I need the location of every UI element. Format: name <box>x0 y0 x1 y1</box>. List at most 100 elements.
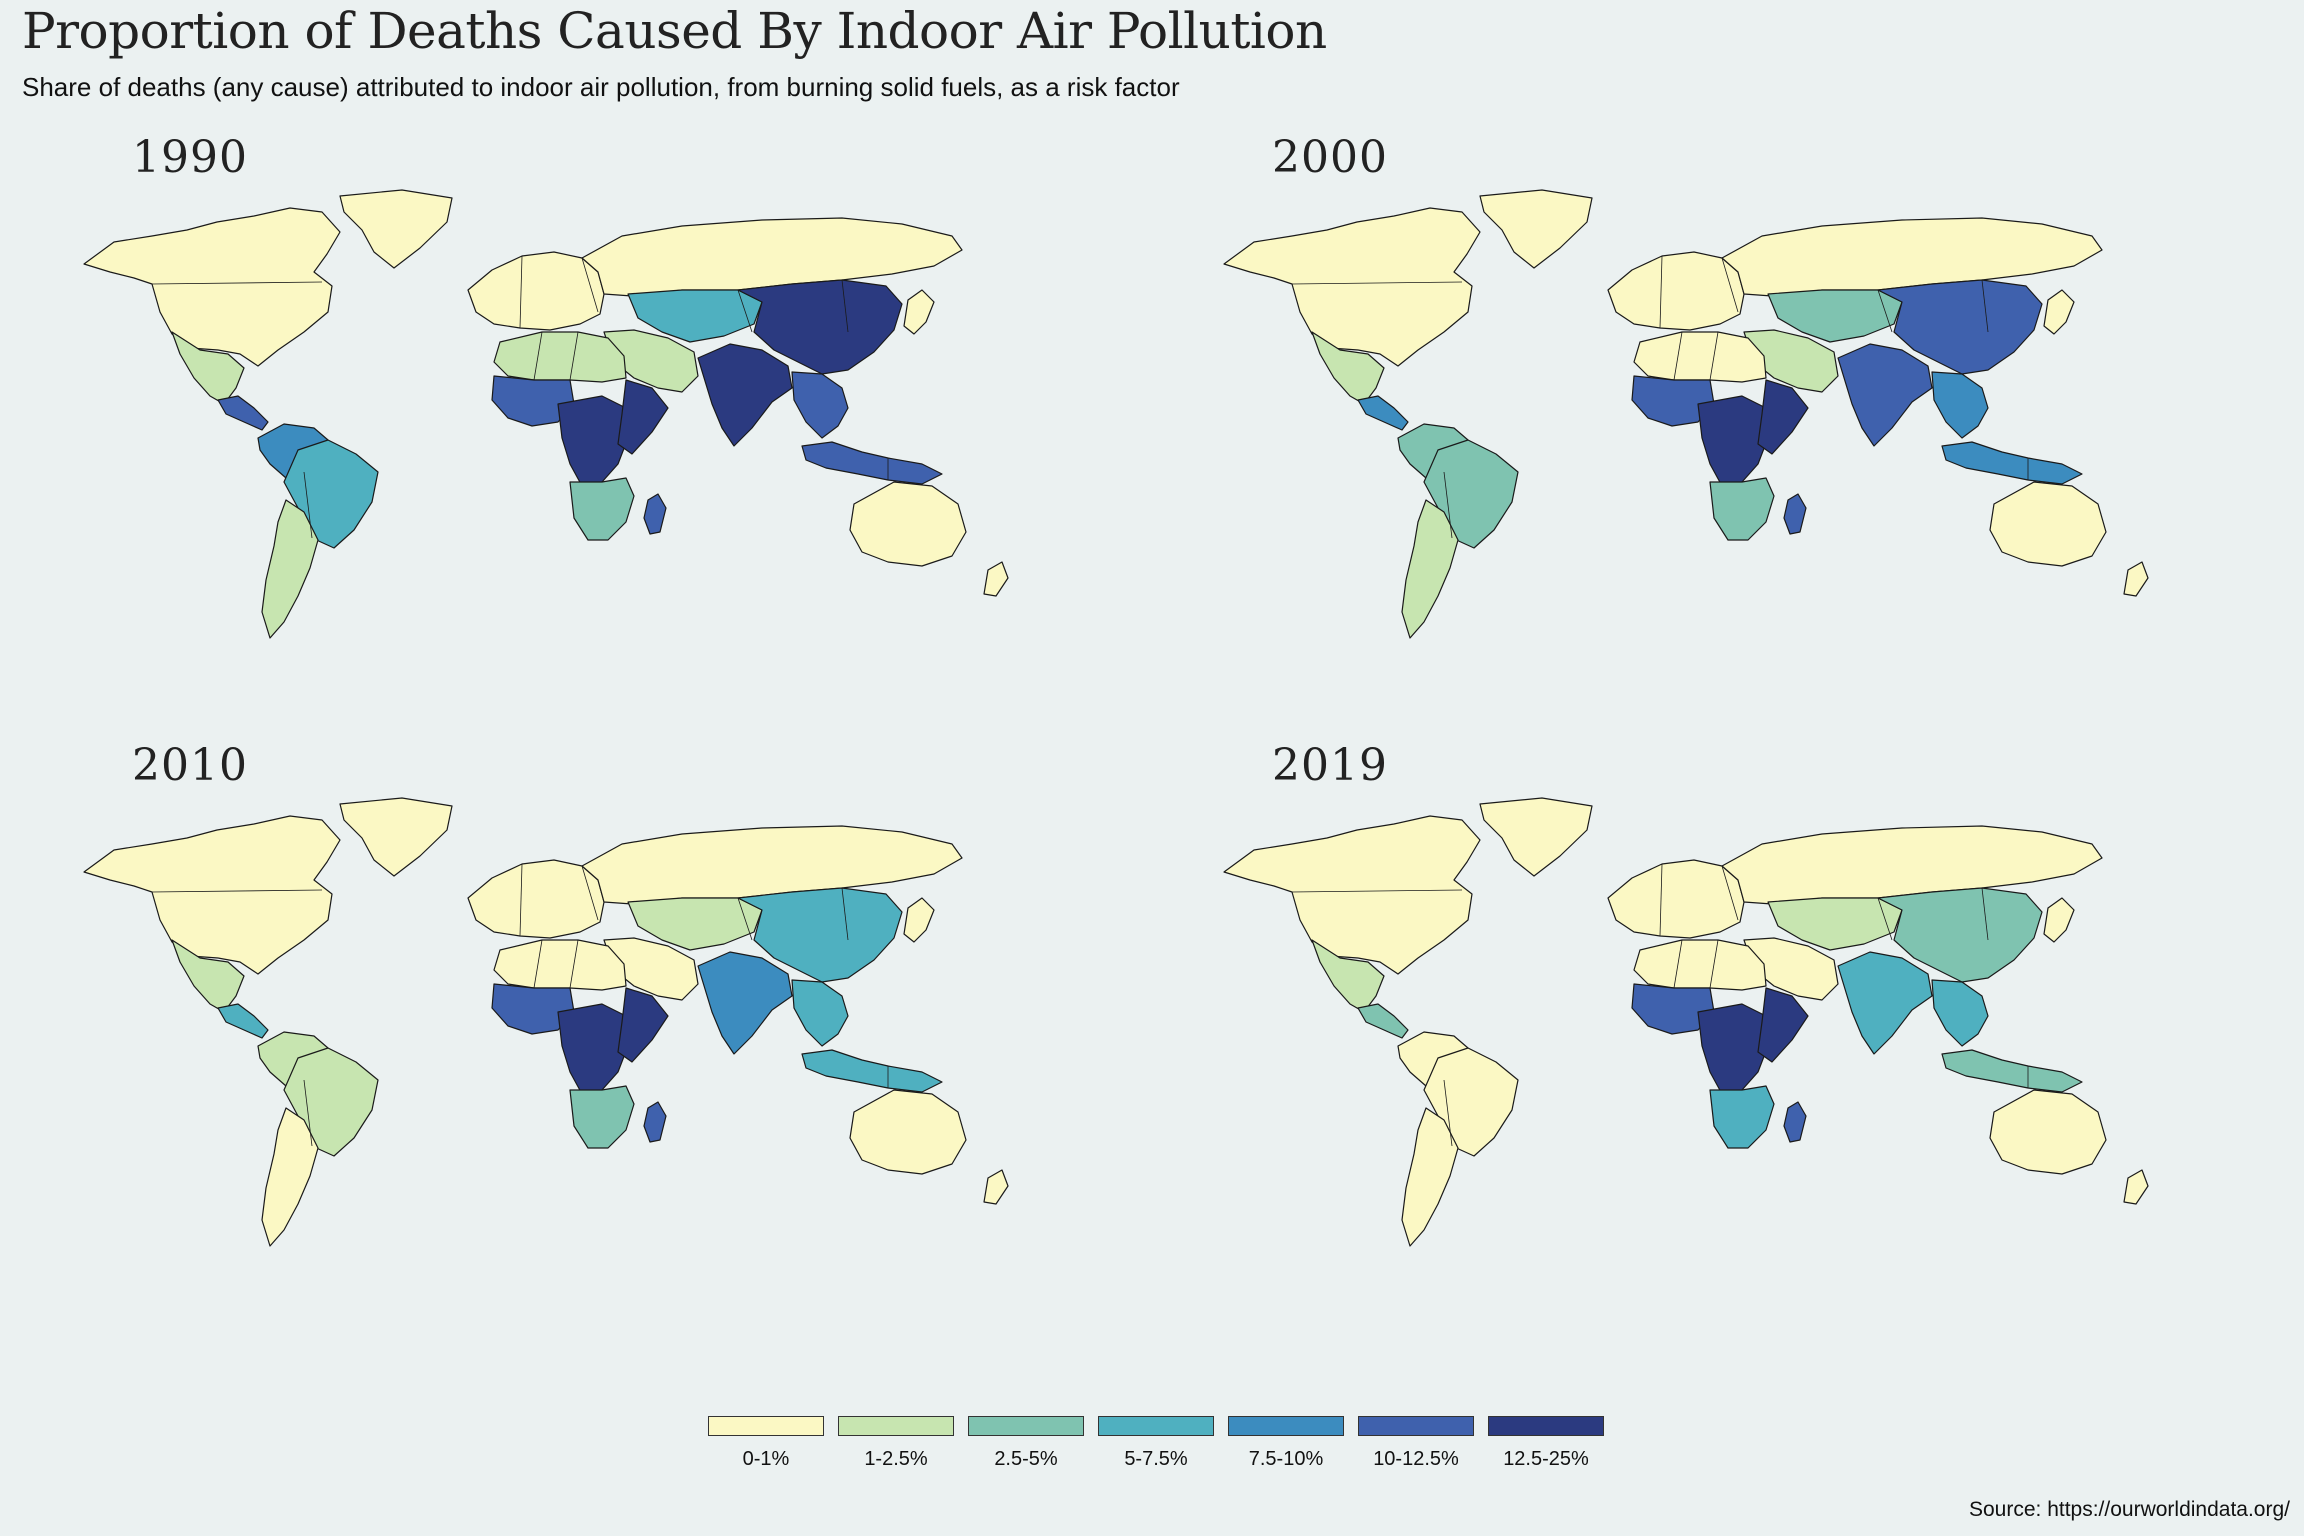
region-east-africa <box>1757 987 1809 1063</box>
region-west-africa <box>1631 983 1715 1035</box>
region-madagascar <box>643 1101 667 1143</box>
region-indonesia <box>801 441 943 485</box>
legend-label: 7.5-10% <box>1248 1448 1324 1470</box>
country-border <box>841 279 849 333</box>
country-border <box>737 289 753 333</box>
region-south-america-south <box>261 1107 319 1247</box>
panel-year: 1990 <box>132 132 248 183</box>
region-japan <box>903 897 935 943</box>
region-new-zealand <box>983 1169 1009 1205</box>
legend-item: 7.5-10% <box>1228 1416 1344 1471</box>
region-europe <box>467 251 605 331</box>
chart-subtitle: Share of deaths (any cause) attributed t… <box>22 72 1180 102</box>
legend-item: 12.5-25% <box>1488 1416 1604 1471</box>
legend-item: 2.5-5% <box>968 1416 1084 1471</box>
country-border <box>1709 331 1719 381</box>
region-central-africa <box>1697 1003 1769 1095</box>
country-border <box>1981 279 1989 333</box>
region-mexico <box>1311 331 1385 405</box>
region-indonesia <box>1941 1049 2083 1093</box>
country-border <box>1291 889 1463 893</box>
region-new-zealand <box>2123 1169 2149 1205</box>
region-greenland <box>339 797 453 877</box>
region-australia <box>1989 481 2107 567</box>
region-central-america <box>1357 1003 1409 1039</box>
region-south-america-south <box>1401 499 1459 639</box>
world-choropleth-map <box>83 797 1009 1247</box>
country-border <box>533 331 543 381</box>
region-indonesia <box>1941 441 2083 485</box>
region-japan <box>2043 897 2075 943</box>
legend-swatch <box>1098 1416 1214 1436</box>
region-south-america-south <box>1401 1107 1459 1247</box>
country-border <box>519 863 523 937</box>
country-border <box>1721 257 1739 313</box>
region-southeast-asia <box>1931 979 1989 1047</box>
region-central-america <box>1357 395 1409 431</box>
legend-label: 1-2.5% <box>864 1448 928 1470</box>
legend-swatch <box>1358 1416 1474 1436</box>
region-west-africa <box>491 375 575 427</box>
country-border <box>1443 1079 1453 1147</box>
region-central-asia <box>627 897 763 951</box>
country-border <box>841 887 849 941</box>
region-japan <box>903 289 935 335</box>
region-indonesia <box>801 1049 943 1093</box>
map-panel-2010: 2010 <box>22 740 1062 1340</box>
region-new-zealand <box>983 561 1009 597</box>
country-border <box>1981 887 1989 941</box>
country-border <box>303 471 313 539</box>
source-note: Source: https://ourworldindata.org/ <box>1968 1498 2290 1521</box>
legend-label: 2.5-5% <box>994 1448 1058 1470</box>
region-mexico <box>171 939 245 1013</box>
legend-swatch <box>1228 1416 1344 1436</box>
region-greenland <box>339 189 453 269</box>
region-south-america-south <box>261 499 319 639</box>
legend-item: 0-1% <box>708 1416 824 1471</box>
country-border <box>569 939 579 989</box>
region-north-america <box>83 815 341 975</box>
country-border <box>151 889 323 893</box>
region-north-africa <box>493 939 627 991</box>
country-border <box>1721 865 1739 921</box>
region-east-africa <box>1757 379 1809 455</box>
country-border <box>303 1079 313 1147</box>
region-north-africa <box>1633 939 1767 991</box>
region-north-africa <box>493 331 627 383</box>
panel-year: 2019 <box>1272 740 1388 791</box>
region-southern-africa <box>569 477 635 541</box>
region-russia <box>1721 825 2103 905</box>
region-australia <box>1989 1089 2107 1175</box>
panel-year: 2000 <box>1272 132 1388 183</box>
region-south-asia <box>1837 343 1933 447</box>
region-southern-africa <box>569 1085 635 1149</box>
country-border <box>569 331 579 381</box>
region-china <box>737 887 903 983</box>
country-border <box>533 939 543 989</box>
region-east-africa <box>617 379 669 455</box>
country-border <box>519 255 523 329</box>
region-southeast-asia <box>791 371 849 439</box>
region-russia <box>581 217 963 297</box>
region-central-asia <box>1767 897 1903 951</box>
region-europe <box>1607 251 1745 331</box>
country-border <box>1659 863 1663 937</box>
world-choropleth-map <box>83 189 1009 639</box>
region-madagascar <box>1783 1101 1807 1143</box>
region-north-africa <box>1633 331 1767 383</box>
country-border <box>581 257 599 313</box>
region-china <box>737 279 903 375</box>
region-central-america <box>217 395 269 431</box>
region-central-africa <box>1697 395 1769 487</box>
region-japan <box>2043 289 2075 335</box>
country-border <box>1877 897 1893 941</box>
region-australia <box>849 1089 967 1175</box>
region-central-asia <box>1767 289 1903 343</box>
country-border <box>1291 281 1463 285</box>
chart-title: Proportion of Deaths Caused By Indoor Ai… <box>22 2 1327 60</box>
region-central-africa <box>557 395 629 487</box>
region-southern-africa <box>1709 477 1775 541</box>
region-southern-africa <box>1709 1085 1775 1149</box>
region-central-africa <box>557 1003 629 1095</box>
legend-label: 5-7.5% <box>1124 1448 1188 1470</box>
